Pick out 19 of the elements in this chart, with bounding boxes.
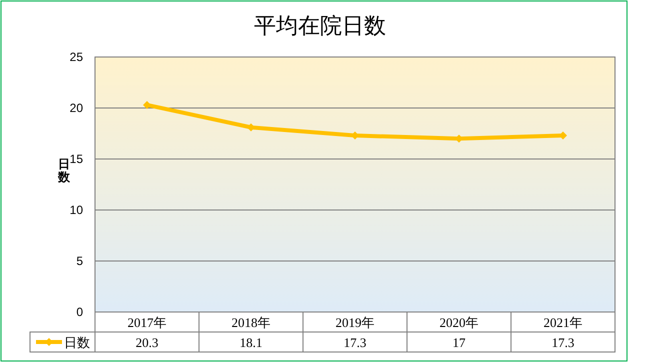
x-tick-label: 2019年: [336, 315, 374, 330]
x-tick-label: 2020年: [440, 315, 478, 330]
y-tick-label: 0: [76, 305, 84, 319]
y-tick-label: 5: [76, 254, 84, 268]
legend-label: 日数: [64, 335, 90, 350]
y-tick-label: 15: [70, 152, 84, 166]
y-axis-title: 日数: [57, 157, 71, 184]
data-label: 18.1: [240, 335, 262, 350]
x-tick-label: 2018年: [232, 315, 270, 330]
data-label: 17.3: [552, 335, 574, 350]
x-tick-label: 2021年: [544, 315, 582, 330]
data-label: 17: [452, 335, 466, 350]
data-label: 20.3: [136, 335, 158, 350]
chart-title: 平均在院日数: [254, 13, 386, 38]
data-label: 17.3: [344, 335, 366, 350]
y-tick-label: 20: [70, 101, 84, 115]
x-tick-label: 2017年: [128, 315, 166, 330]
y-tick-label: 10: [70, 203, 84, 217]
y-tick-label: 25: [70, 50, 84, 64]
